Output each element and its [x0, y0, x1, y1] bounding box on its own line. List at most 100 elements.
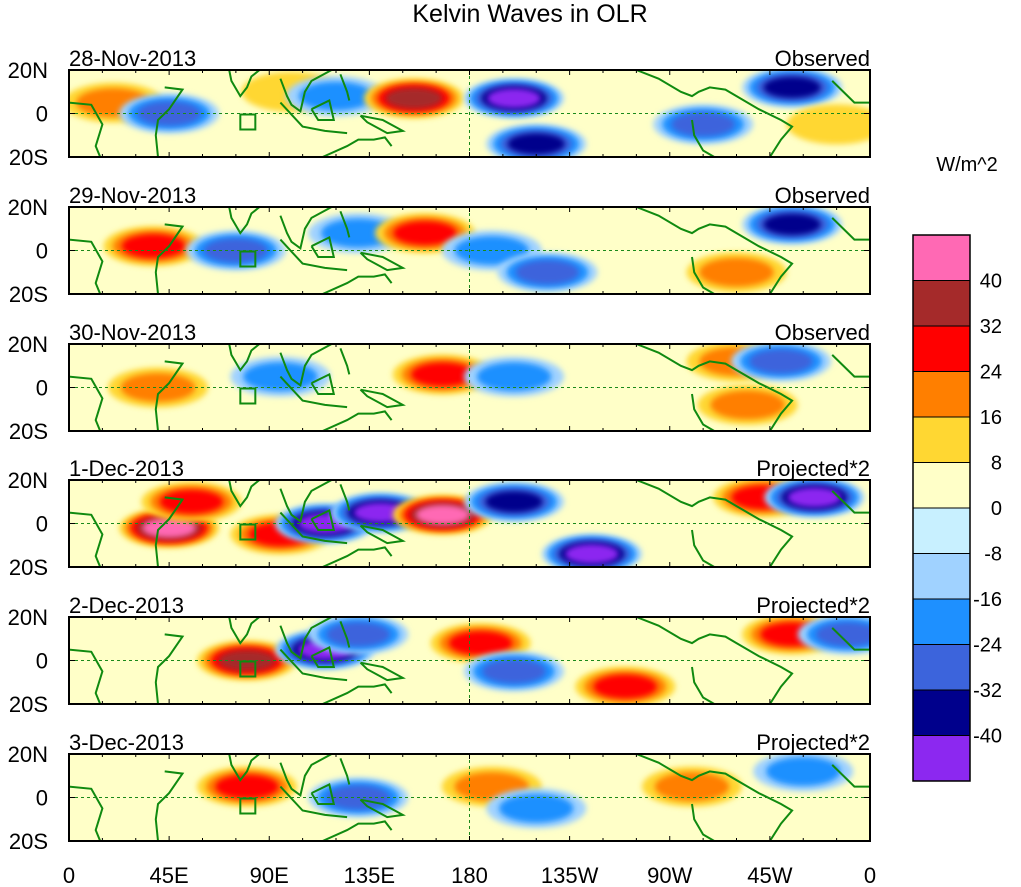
colorbar-tick-label: 24: [980, 362, 1002, 384]
panel-type: Observed: [775, 183, 870, 208]
coastline-3: [228, 207, 262, 235]
panel-6: 20N 0 20S 3-Dec-2013 Projected*2: [8, 730, 871, 854]
anomaly-3-level-2: [321, 218, 396, 248]
lat-label: 20N: [8, 468, 48, 493]
coastline-2: [154, 496, 185, 567]
panel-date: 29-Nov-2013: [69, 183, 196, 208]
lon-label: 135W: [541, 863, 599, 887]
colorbar-swatch-8: [912, 553, 971, 600]
longitude-axis: 0 45E 90E 135E 180 135W 90W 45W 0: [63, 863, 876, 887]
coastline-9: [322, 683, 393, 704]
colorbar-tick-label: 32: [980, 316, 1002, 338]
coastline-12: [831, 217, 870, 241]
lat-label: 0: [36, 512, 48, 537]
coastline-11: [691, 119, 715, 157]
panel-field: [69, 207, 870, 294]
colorbar-unit-label: W/m^2: [936, 154, 998, 176]
coastline-2: [154, 223, 185, 294]
panel-date: 3-Dec-2013: [69, 730, 184, 755]
anomaly-2-level-3: [159, 489, 224, 514]
coastline-2: [154, 86, 185, 157]
anomaly-6-level-5: [416, 504, 470, 525]
colorbar-swatch-6: [912, 462, 971, 509]
coastline-9: [322, 136, 393, 157]
coastline-4: [279, 754, 333, 798]
lat-label: 20N: [8, 332, 48, 357]
anomaly-1-level-3: [121, 234, 186, 259]
panel-date: 30-Nov-2013: [69, 320, 196, 345]
colorbar-tick-label: -16: [973, 589, 1002, 611]
colorbar-swatch-3: [912, 325, 971, 372]
coastline-3: [228, 480, 261, 508]
coastline-10: [636, 754, 794, 841]
coastline-8: [339, 210, 351, 238]
coastline-3: [228, 70, 262, 98]
coastline-2: [154, 360, 185, 431]
coastline-8: [339, 621, 351, 648]
anomaly-7-level-2: [710, 390, 785, 420]
lat-label: 20S: [9, 282, 48, 307]
lat-label: 20N: [8, 195, 48, 220]
anomaly-4-level-2: [476, 362, 552, 392]
panels-group: 20N 0 20S 28-Nov-2013 Observed 20N 0 20S 29-Nov-…: [8, 46, 871, 854]
anomaly-8-level-3: [671, 112, 735, 137]
colorbar-swatch-5: [912, 416, 971, 463]
lat-label: 20S: [9, 555, 48, 580]
anomaly-8-level-3: [816, 622, 870, 647]
coastline-7: [359, 798, 406, 819]
coastline-5: [279, 511, 348, 545]
coastline-7: [359, 388, 406, 409]
coastline-6: [310, 783, 336, 805]
coastline-11: [691, 529, 715, 567]
lat-label: 0: [36, 239, 48, 264]
colorbar-swatch-11: [912, 689, 971, 736]
coastline-8: [339, 73, 351, 101]
coastline-6: [310, 646, 336, 668]
coastline-4: [279, 480, 333, 524]
lon-label: 45E: [150, 863, 189, 887]
lat-label: 0: [36, 649, 48, 674]
lon-label: 45W: [747, 863, 792, 887]
coastline-1: [69, 375, 104, 431]
coastline-9: [322, 820, 393, 841]
panel-date: 1-Dec-2013: [69, 456, 184, 481]
panel-date: 2-Dec-2013: [69, 593, 184, 618]
anomaly-6-level-2: [766, 757, 841, 786]
lat-label: 0: [36, 102, 48, 127]
coastline-1: [69, 785, 104, 841]
coastline-7: [359, 114, 406, 135]
coastline-10: [636, 207, 794, 294]
panel-5: 20N 0 20S 2-Dec-2013 Projected*2: [8, 593, 871, 717]
coastline-10: [636, 344, 794, 431]
coastline-6: [310, 372, 336, 395]
anomaly-9-level-4: [763, 76, 821, 99]
coastline-2: [154, 770, 185, 841]
lat-label: 20N: [8, 742, 48, 767]
anomaly-1-level-5: [142, 518, 196, 538]
anomaly-6-level-3: [515, 260, 580, 285]
lat-label: 20S: [9, 692, 48, 717]
coastline-9: [322, 546, 393, 567]
coastline-3: [228, 754, 261, 782]
lon-label: 90E: [250, 863, 289, 887]
anomaly-8-level-5: [565, 544, 619, 564]
lat-label: 20S: [9, 829, 48, 854]
anomaly-7-level-4: [507, 133, 565, 155]
coastline-8: [339, 758, 351, 785]
coastline-9: [322, 273, 393, 294]
anomaly-5-level-2: [654, 772, 730, 802]
coastline-12: [831, 627, 870, 651]
region-box: [239, 660, 257, 678]
colorbar-tick-label: 16: [980, 407, 1002, 429]
colorbar-swatch-7: [912, 507, 971, 554]
panel-type: Projected*2: [756, 730, 870, 755]
coastline-3: [228, 617, 261, 645]
panel-date: 28-Nov-2013: [69, 46, 196, 71]
region-box: [239, 523, 257, 541]
coastline-5: [279, 238, 348, 272]
anomaly-4-level-2: [499, 793, 574, 823]
panel-1: 20N 0 20S 28-Nov-2013 Observed: [8, 46, 871, 170]
lon-label: 135E: [344, 863, 395, 887]
coastline-2: [154, 633, 185, 704]
